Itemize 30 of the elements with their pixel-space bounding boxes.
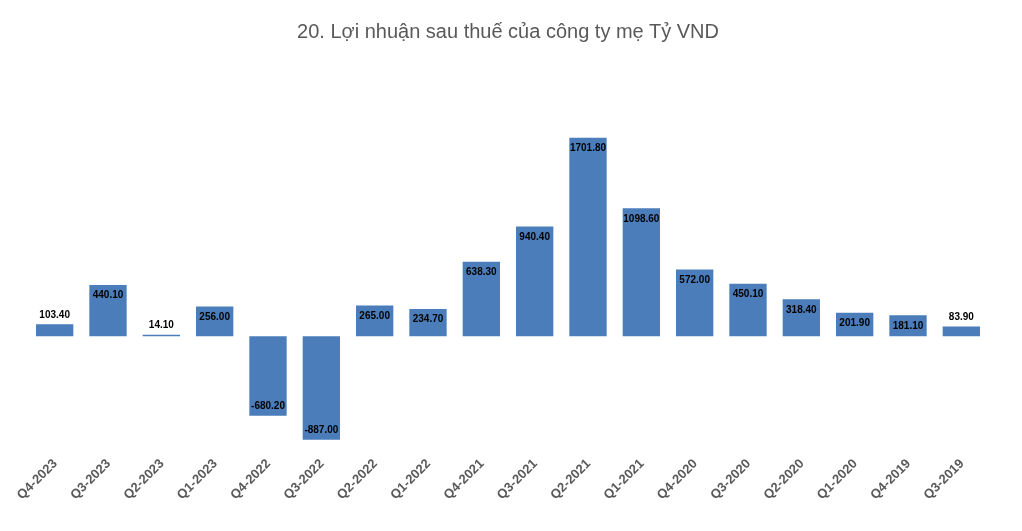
data-label: 450.10 (732, 288, 764, 300)
bar (516, 226, 554, 337)
bar (36, 324, 74, 337)
data-label: 201.90 (839, 317, 871, 329)
data-label: 1701.80 (569, 142, 607, 154)
bar (302, 336, 340, 440)
data-label: 256.00 (199, 310, 231, 322)
bar (249, 336, 287, 416)
data-label: 14.10 (148, 319, 175, 331)
data-label: 940.40 (519, 231, 551, 243)
chart-title: 20. Lợi nhuận sau thuế của công ty mẹ Tỷ VND (297, 20, 719, 42)
data-label: -680.20 (251, 400, 286, 412)
bar (942, 326, 980, 337)
bar (569, 137, 607, 337)
data-label: -887.00 (304, 424, 339, 436)
data-label: 440.10 (92, 289, 124, 301)
data-label: 83.90 (948, 311, 975, 323)
data-label: 103.40 (39, 308, 71, 320)
bar (622, 208, 660, 337)
data-label: 265.00 (359, 309, 391, 321)
data-label: 638.30 (466, 266, 498, 278)
data-label: 234.70 (412, 313, 444, 325)
bar (676, 269, 714, 337)
bar (89, 284, 127, 337)
bar (729, 283, 767, 337)
data-label: 318.40 (786, 303, 818, 315)
data-label: 572.00 (679, 274, 711, 286)
data-label: 181.10 (892, 319, 924, 331)
bar (462, 261, 500, 337)
data-label: 1098.60 (623, 212, 660, 224)
